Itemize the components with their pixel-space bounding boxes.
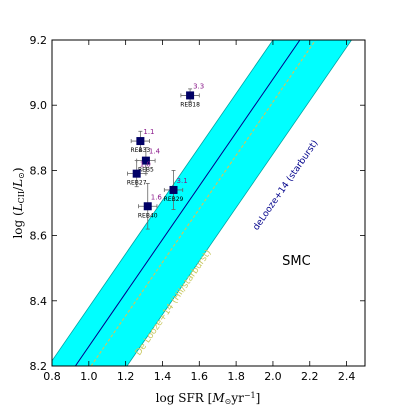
x-axis-label: log SFR [M⊙yr−1] [156, 391, 261, 406]
point-name-label: REB40 [138, 212, 158, 219]
point-value-label: 3.1 [177, 177, 188, 185]
x-tick-label: 2.2 [301, 370, 319, 383]
x-tick-label: 1.8 [227, 370, 245, 383]
point-name-label: REB18 [180, 101, 200, 108]
data-point-reb40: REB40 1.6 [138, 183, 163, 230]
smc-annotation: SMC [282, 254, 311, 269]
point-name-label: REB5 [138, 167, 154, 174]
marker [136, 137, 145, 146]
data-point-reb29: REB29 3.1 [164, 169, 188, 210]
point-name-label: REB27 [127, 180, 147, 187]
point-value-label: 1.0 [140, 161, 151, 169]
x-tick-label: 2.0 [264, 370, 282, 383]
data-point-reb27: REB27 1.0 [127, 160, 151, 188]
point-value-label: 1.6 [151, 193, 163, 201]
relation-band [52, 40, 353, 366]
point-value-label: 1.4 [149, 148, 161, 156]
x-tick-label: 1.2 [117, 370, 135, 383]
relation-line [74, 40, 301, 366]
x-tick-label: 2.4 [338, 370, 356, 383]
x-tick-label: 1.0 [80, 370, 98, 383]
ticks-layer: 0.8 1.0 1.2 1.4 1.6 1.8 2.0 2.2 2.4 8.2 8.4 8.6 8.8 9… [30, 34, 365, 383]
marker [169, 185, 178, 194]
point-name-label: REB29 [164, 196, 184, 203]
y-axis-label: log (LCII/L⊙) [11, 167, 26, 238]
y-tick-label: 9.2 [30, 34, 48, 47]
plot-frame [51, 39, 366, 367]
y-tick-label: 8.4 [30, 295, 48, 308]
point-value-label: 3.3 [193, 82, 204, 90]
x-tick-label: 1.6 [191, 370, 209, 383]
point-value-label: 1.1 [143, 128, 154, 136]
marker [186, 91, 195, 100]
points-layer: REB183.3REB331.1REB51.4REB271.0REB293.1R… [127, 82, 311, 269]
point-name-label: REB33 [131, 147, 151, 154]
y-tick-label: 8.8 [30, 164, 48, 177]
y-tick-label: 8.2 [30, 360, 48, 373]
marker [143, 202, 152, 211]
x-tick-label: 0.8 [43, 370, 61, 383]
y-tick-label: 9.0 [30, 99, 48, 112]
marker [132, 169, 141, 178]
data-point-reb18: REB18 3.3 [180, 82, 204, 108]
x-tick-label: 1.4 [154, 370, 172, 383]
data-point-reb33: REB33 1.1 [131, 128, 155, 154]
marker [141, 156, 150, 165]
dashed-relation-line [90, 40, 317, 366]
y-tick-label: 8.6 [30, 230, 48, 243]
